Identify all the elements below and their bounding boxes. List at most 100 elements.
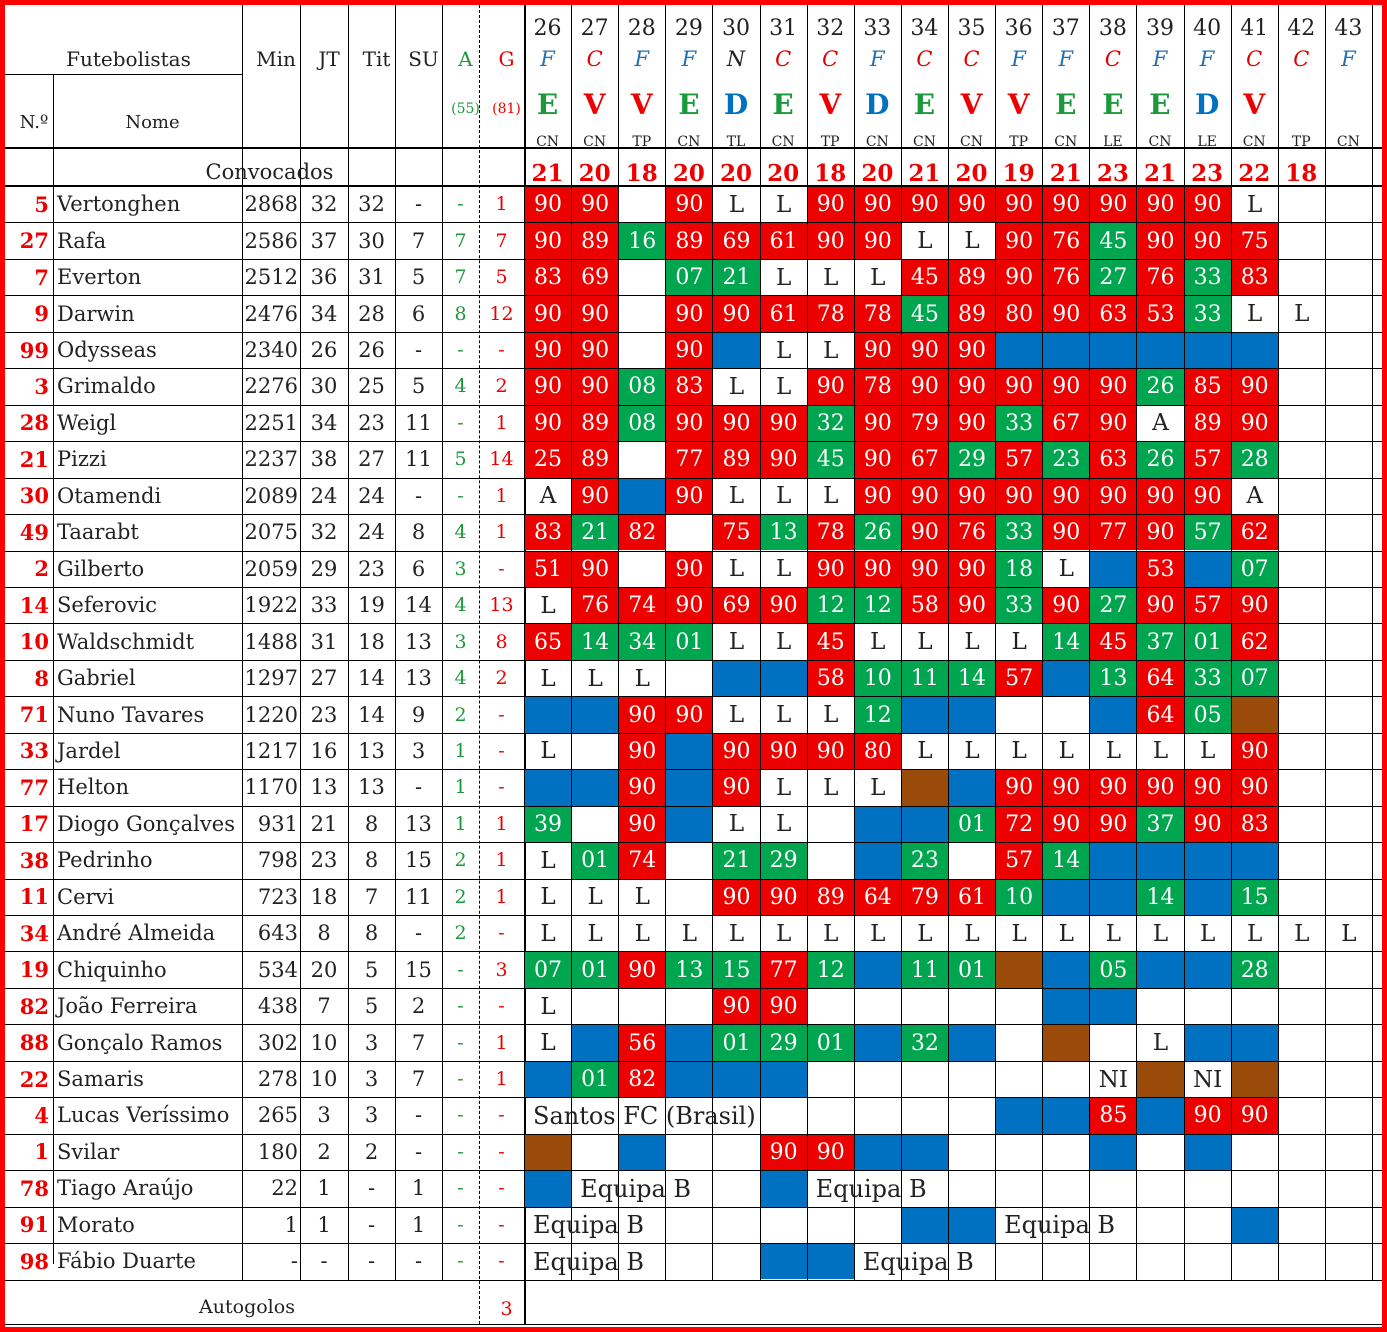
- player-goals: -: [498, 776, 505, 799]
- match-cell: 80: [996, 296, 1043, 332]
- match-cell: [1279, 479, 1325, 514]
- match-cell: L: [823, 337, 839, 364]
- player-assists: -: [457, 193, 464, 216]
- player-goals: -: [498, 739, 505, 762]
- player-number: 22: [19, 1066, 49, 1092]
- game-venue: C: [1246, 47, 1263, 71]
- match-cell: 75: [713, 515, 760, 551]
- match-cell: 90: [996, 770, 1043, 806]
- match-cell: 90: [1184, 187, 1231, 223]
- player-starts: 18: [358, 629, 385, 654]
- convocados-label: Convocados: [205, 160, 334, 184]
- table-row: 38 Pedrinho 798 23 8 15 2 1 L 01 74 21 29 23 57 14: [5, 842, 1382, 879]
- match-cell: L: [775, 629, 792, 656]
- player-goals: -: [498, 557, 505, 580]
- player-games: 21: [310, 811, 338, 836]
- match-cell: 90: [572, 296, 619, 332]
- match-cell: 90: [572, 478, 619, 515]
- match-cell: 69: [572, 259, 619, 296]
- match-cell: 80: [854, 733, 901, 770]
- player-subs: 13: [405, 811, 432, 836]
- player-minutes: 1922: [244, 593, 298, 618]
- player-minutes: 1217: [244, 738, 298, 763]
- player-name: Diogo Gonçalves: [57, 811, 235, 836]
- match-cell: L: [870, 264, 886, 291]
- match-cell: 89: [1184, 405, 1231, 442]
- match-cell: [1326, 807, 1372, 842]
- player-games: 24: [310, 483, 338, 508]
- player-subs: -: [414, 1249, 423, 1274]
- match-cell: [996, 1062, 1042, 1097]
- match-cell: 90: [854, 551, 901, 587]
- game-number: 34: [910, 15, 939, 41]
- match-cell: 05: [1090, 952, 1137, 988]
- match-cell: L: [775, 702, 792, 729]
- player-name: Tiago Araújo: [57, 1176, 194, 1201]
- row-rule: [5, 331, 1382, 333]
- game-venue: F: [681, 47, 697, 71]
- match-cell: [666, 843, 712, 878]
- match-cell: 90: [1137, 478, 1184, 515]
- table-row: 49 Taarabt 2075 32 24 8 4 1 83 21 82 75 13 78 26 90 76 33…: [5, 514, 1382, 551]
- match-cell: 90: [854, 223, 901, 259]
- game-competition: CN: [1054, 134, 1078, 150]
- game-called-up: 18: [625, 159, 658, 187]
- match-cell: [948, 770, 996, 806]
- row-rule: [5, 915, 1382, 916]
- player-starts: 23: [358, 556, 385, 581]
- match-cell: 90: [854, 405, 901, 442]
- match-cell: [619, 1134, 666, 1171]
- player-games: 26: [310, 338, 338, 363]
- player-goals: 1: [495, 484, 508, 507]
- match-cell: 14: [572, 624, 619, 660]
- match-cell: 57: [996, 660, 1043, 697]
- player-name: André Almeida: [57, 921, 216, 946]
- match-cell: 90: [1090, 478, 1137, 515]
- match-cell: 26: [854, 515, 901, 551]
- player-assists: 4: [454, 667, 467, 690]
- column-rule: [1277, 5, 1279, 1280]
- game-venue: C: [916, 47, 933, 71]
- game-result: V: [1243, 87, 1266, 121]
- row-rule: [5, 514, 1382, 516]
- match-cell: L: [870, 920, 886, 947]
- game-called-up: 20: [672, 159, 705, 187]
- match-cell: 90: [525, 405, 572, 442]
- match-cell: [525, 770, 572, 806]
- match-cell: 90: [901, 187, 948, 223]
- player-number: 34: [19, 920, 49, 946]
- table-row: 17 Diogo Gonçalves 931 21 8 13 1 1 39 90 L L 01 72 90 9…: [5, 806, 1382, 843]
- column-rule: [1230, 5, 1232, 1280]
- player-assists: 4: [454, 375, 467, 398]
- row-rule: [5, 1206, 1382, 1208]
- match-cell: [1279, 223, 1325, 258]
- match-cell: [901, 770, 948, 806]
- player-subs: -: [414, 338, 423, 363]
- player-subs: 5: [411, 265, 426, 290]
- match-cell: 12: [854, 587, 901, 624]
- player-subs: 11: [405, 447, 432, 472]
- row-rule: [5, 368, 1382, 370]
- match-cell: 90: [713, 405, 760, 442]
- player-minutes: 798: [257, 848, 298, 873]
- match-cell: [1279, 1098, 1325, 1133]
- row-rule: [5, 659, 1382, 661]
- match-cell: L: [964, 920, 980, 947]
- match-cell: 76: [572, 587, 619, 624]
- match-cell: 26: [1137, 442, 1184, 478]
- match-cell: [666, 989, 712, 1024]
- match-cell: 90: [619, 952, 666, 988]
- match-cell: 64: [1137, 660, 1184, 697]
- game-called-up: 19: [1002, 159, 1035, 187]
- player-goals: 1: [495, 812, 508, 835]
- match-cell: [1137, 989, 1183, 1024]
- match-cell: [1326, 296, 1372, 331]
- player-starts: 32: [358, 192, 385, 217]
- player-goals: 5: [495, 266, 508, 289]
- player-minutes: 1: [284, 1212, 298, 1237]
- match-cell: L: [728, 702, 745, 729]
- match-cell: [525, 1171, 572, 1207]
- player-number: 30: [19, 483, 49, 509]
- match-cell: [949, 1062, 995, 1097]
- player-assists: -: [457, 411, 464, 434]
